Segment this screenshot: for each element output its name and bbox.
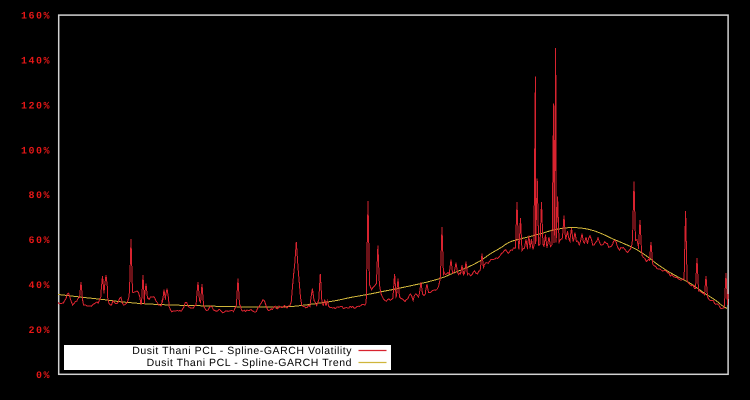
- svg-text:80%: 80%: [28, 191, 51, 202]
- svg-text:0%: 0%: [36, 371, 51, 382]
- svg-text:100%: 100%: [21, 146, 51, 157]
- svg-text:Dusit Thani PCL - Spline-GARCH: Dusit Thani PCL - Spline-GARCH Trend: [147, 357, 352, 369]
- svg-text:40%: 40%: [28, 281, 51, 292]
- svg-text:120%: 120%: [21, 101, 51, 112]
- svg-text:60%: 60%: [28, 236, 51, 247]
- svg-text:160%: 160%: [21, 12, 51, 23]
- svg-text:Dusit Thani PCL - Spline-GARCH: Dusit Thani PCL - Spline-GARCH Volatilit…: [132, 345, 352, 357]
- svg-text:140%: 140%: [21, 56, 51, 67]
- svg-text:20%: 20%: [28, 326, 51, 337]
